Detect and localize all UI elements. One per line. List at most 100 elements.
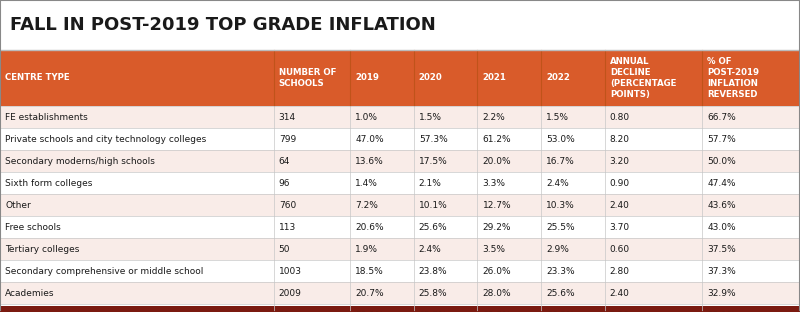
Text: 32.9%: 32.9% [707,289,736,298]
Text: 29.2%: 29.2% [482,222,511,232]
Text: 43.0%: 43.0% [707,222,736,232]
Text: 20.0%: 20.0% [482,157,511,165]
Text: 2.80: 2.80 [610,266,630,275]
Text: 57.3%: 57.3% [418,134,447,144]
Text: 83: 83 [278,310,290,312]
Text: 96: 96 [278,178,290,188]
Text: 12.7%: 12.7% [482,201,511,209]
Text: 20.7%: 20.7% [355,289,384,298]
Text: 13.6%: 13.6% [355,157,384,165]
Text: Secondary comprehensive or middle school: Secondary comprehensive or middle school [5,266,203,275]
Text: 57.7%: 57.7% [707,134,736,144]
Text: 16.7%: 16.7% [546,157,575,165]
Text: 2.40: 2.40 [610,201,630,209]
Bar [0,150,800,172]
Bar [0,306,800,312]
Text: 2.40: 2.40 [610,289,630,298]
Text: Secondary moderns/high schools: Secondary moderns/high schools [5,157,155,165]
Text: 10.1%: 10.1% [418,201,447,209]
Text: 113: 113 [278,222,296,232]
Text: 25.6%: 25.6% [418,222,447,232]
Text: 37.5%: 37.5% [707,245,736,253]
Text: Tertiary colleges: Tertiary colleges [5,245,79,253]
Bar [0,260,800,282]
Text: 2.2%: 2.2% [482,113,506,121]
Text: 10.3%: 10.3% [546,201,575,209]
Text: 61.2%: 61.2% [482,134,511,144]
Bar [0,194,800,216]
Text: 2.4%: 2.4% [418,245,442,253]
Text: % OF
POST-2019
INFLATION
REVERSED: % OF POST-2019 INFLATION REVERSED [707,57,759,99]
Text: 760: 760 [278,201,296,209]
Text: 22.1%: 22.1% [707,310,736,312]
Text: FE establishments: FE establishments [5,113,88,121]
Bar [0,50,800,106]
Bar [0,238,800,260]
Text: 799: 799 [278,134,296,144]
Bar [0,282,800,304]
Text: 2020: 2020 [418,74,442,82]
Text: 1.5%: 1.5% [546,113,569,121]
Bar [0,216,800,238]
Text: 2.30: 2.30 [610,310,630,312]
Text: Grammar schools: Grammar schools [5,310,85,312]
Text: 25.5%: 25.5% [546,222,574,232]
Text: 25.6%: 25.6% [546,289,574,298]
Text: 2022: 2022 [546,74,570,82]
Text: 50.0%: 50.0% [707,157,736,165]
Text: 47.4%: 47.4% [707,178,736,188]
Text: 37.3%: 37.3% [707,266,736,275]
Text: 1.9%: 1.9% [355,245,378,253]
Text: 0.60: 0.60 [610,245,630,253]
Bar [0,172,800,194]
Text: Sixth form colleges: Sixth form colleges [5,178,92,188]
Text: 20.6%: 20.6% [355,222,384,232]
Text: 43.6%: 43.6% [707,201,736,209]
Text: 2009: 2009 [278,289,302,298]
Text: Free schools: Free schools [5,222,61,232]
Text: 1.0%: 1.0% [355,113,378,121]
Text: 0.90: 0.90 [610,178,630,188]
Text: 64: 64 [278,157,290,165]
Text: 2.1%: 2.1% [418,178,442,188]
Text: 1.4%: 1.4% [355,178,378,188]
Text: 314: 314 [278,113,296,121]
Text: 58.1%: 58.1% [355,310,384,312]
Text: Other: Other [5,201,30,209]
Text: 18.5%: 18.5% [355,266,384,275]
Text: 3.20: 3.20 [610,157,630,165]
Text: 1003: 1003 [278,266,302,275]
Text: 2021: 2021 [482,74,506,82]
Text: 26.0%: 26.0% [482,266,511,275]
Bar [0,128,800,150]
Bar [0,304,800,312]
Bar [0,106,800,128]
Text: CENTRE TYPE: CENTRE TYPE [5,74,70,82]
Text: 50: 50 [278,245,290,253]
Text: 65.7%: 65.7% [418,310,447,312]
Text: 1.5%: 1.5% [418,113,442,121]
Text: 3.70: 3.70 [610,222,630,232]
Text: 17.5%: 17.5% [418,157,447,165]
Text: 25.8%: 25.8% [418,289,447,298]
Text: 53.0%: 53.0% [546,134,575,144]
Text: 68.5%: 68.5% [482,310,511,312]
Text: 47.0%: 47.0% [355,134,384,144]
Text: 66.2%: 66.2% [546,310,574,312]
Text: 28.0%: 28.0% [482,289,511,298]
Text: 2.4%: 2.4% [546,178,569,188]
Text: 23.3%: 23.3% [546,266,574,275]
Text: FALL IN POST-2019 TOP GRADE INFLATION: FALL IN POST-2019 TOP GRADE INFLATION [10,16,436,34]
Text: 7.2%: 7.2% [355,201,378,209]
Text: 3.3%: 3.3% [482,178,506,188]
Text: NUMBER OF
SCHOOLS: NUMBER OF SCHOOLS [278,68,336,88]
Text: 2019: 2019 [355,74,379,82]
Text: Academies: Academies [5,289,54,298]
Text: 3.5%: 3.5% [482,245,506,253]
Text: 8.20: 8.20 [610,134,630,144]
Text: 0.80: 0.80 [610,113,630,121]
Text: 23.8%: 23.8% [418,266,447,275]
Bar [0,0,800,50]
Text: 2.9%: 2.9% [546,245,569,253]
Text: 66.7%: 66.7% [707,113,736,121]
